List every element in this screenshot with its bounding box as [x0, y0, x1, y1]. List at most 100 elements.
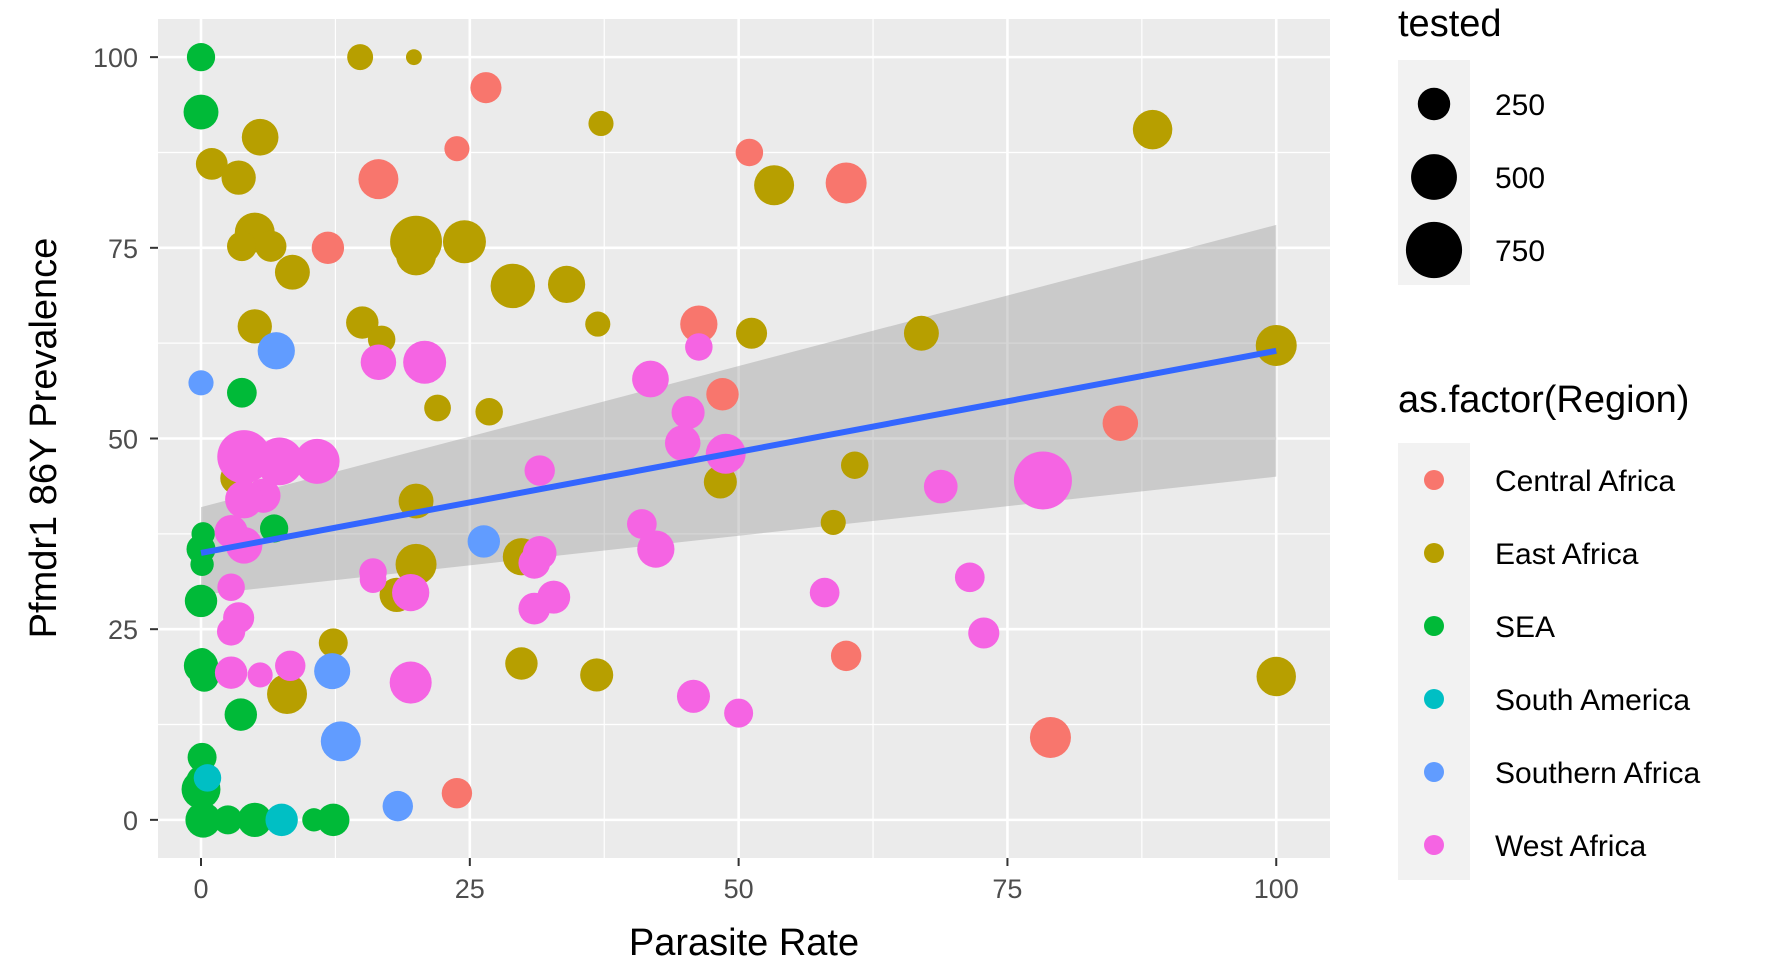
size-legend-label: 750: [1495, 235, 1545, 268]
data-point: [1256, 656, 1296, 697]
color-legend-label: SEA: [1495, 611, 1555, 644]
data-point: [318, 628, 348, 658]
color-legend-key: [1424, 762, 1444, 782]
color-legend-label: East Africa: [1495, 538, 1639, 571]
data-point: [626, 509, 657, 539]
points-layer: [181, 43, 1297, 838]
data-point: [467, 525, 501, 558]
data-point: [424, 394, 451, 422]
data-point: [237, 802, 272, 838]
data-point: [347, 44, 374, 71]
data-point: [470, 72, 502, 104]
data-point: [518, 592, 551, 625]
data-point: [190, 552, 214, 577]
data-point: [547, 265, 586, 304]
data-point: [267, 674, 308, 715]
color-legend-label: West Africa: [1495, 830, 1646, 863]
data-point: [183, 94, 219, 130]
data-point: [825, 162, 867, 204]
data-point: [360, 344, 397, 380]
data-point: [405, 49, 422, 66]
x-tick-label: 75: [992, 874, 1022, 904]
data-point: [184, 584, 218, 618]
data-point: [188, 370, 214, 396]
x-tick-label: 100: [1254, 874, 1299, 904]
y-tick-label: 25: [108, 615, 138, 645]
x-tick-label: 25: [455, 874, 485, 904]
data-point: [195, 148, 228, 180]
data-point: [265, 803, 298, 837]
data-point: [724, 698, 754, 728]
x-axis-title: Parasite Rate: [629, 922, 859, 964]
y-tick-label: 0: [123, 806, 138, 836]
data-point: [830, 640, 862, 672]
data-point: [189, 662, 219, 692]
data-point: [735, 138, 764, 167]
color-legend-key: [1424, 835, 1444, 855]
data-point: [275, 650, 306, 682]
data-point: [1029, 716, 1071, 758]
data-point: [954, 562, 985, 593]
data-point: [227, 231, 257, 262]
size-legend-title: tested: [1398, 3, 1502, 45]
data-point: [676, 679, 710, 713]
data-point: [580, 658, 614, 692]
size-legend-label: 500: [1495, 162, 1545, 195]
data-point: [221, 160, 256, 195]
data-point: [754, 165, 795, 206]
data-point: [664, 425, 701, 461]
data-point: [320, 721, 361, 762]
data-point: [389, 661, 432, 704]
color-legend-key: [1424, 470, 1444, 490]
data-point: [396, 235, 437, 276]
data-point: [685, 333, 713, 361]
data-point: [588, 110, 614, 137]
data-point: [968, 617, 1000, 649]
data-point: [255, 437, 304, 486]
data-point: [317, 803, 350, 837]
y-tick-label: 100: [93, 43, 138, 73]
regression-line: [200, 347, 1277, 556]
y-axis-ticks: 0 25 50 75 100: [93, 43, 158, 836]
data-point: [217, 573, 245, 601]
data-point: [903, 315, 939, 351]
data-point: [518, 546, 551, 579]
color-legend-label: Central Africa: [1495, 465, 1675, 498]
data-point: [227, 377, 257, 408]
data-point: [186, 43, 216, 72]
data-point: [444, 136, 470, 162]
data-point: [680, 305, 718, 343]
color-legend-label: South America: [1495, 684, 1690, 717]
data-point: [314, 653, 351, 690]
color-legend-key: [1424, 543, 1444, 563]
data-point: [585, 311, 611, 337]
data-point: [706, 378, 739, 411]
data-point: [671, 396, 705, 430]
data-point: [358, 159, 399, 200]
data-point: [441, 777, 473, 809]
data-point: [475, 398, 503, 426]
data-point: [703, 465, 737, 499]
size-legend-key: [1405, 221, 1463, 279]
data-point: [346, 306, 379, 339]
data-point: [809, 577, 840, 608]
data-point: [311, 231, 345, 265]
data-point: [637, 530, 675, 568]
data-point: [214, 656, 248, 689]
data-point: [1013, 451, 1072, 510]
size-legend-label: 250: [1495, 89, 1545, 122]
data-point: [1255, 324, 1297, 366]
size-legend-key: [1411, 154, 1457, 200]
data-point: [247, 662, 273, 688]
data-point: [382, 790, 413, 822]
data-point: [224, 698, 258, 731]
color-legend-label: Southern Africa: [1495, 757, 1700, 790]
y-axis-title: Pfmdr1 86Y Prevalence: [23, 238, 65, 639]
data-point: [213, 805, 243, 835]
data-point: [185, 802, 221, 838]
data-point: [524, 455, 555, 486]
color-legend: Central Africa East Africa SEA South Americ…: [1398, 443, 1700, 880]
data-point: [241, 118, 279, 156]
y-tick-label: 75: [108, 234, 138, 264]
data-point: [840, 451, 869, 479]
